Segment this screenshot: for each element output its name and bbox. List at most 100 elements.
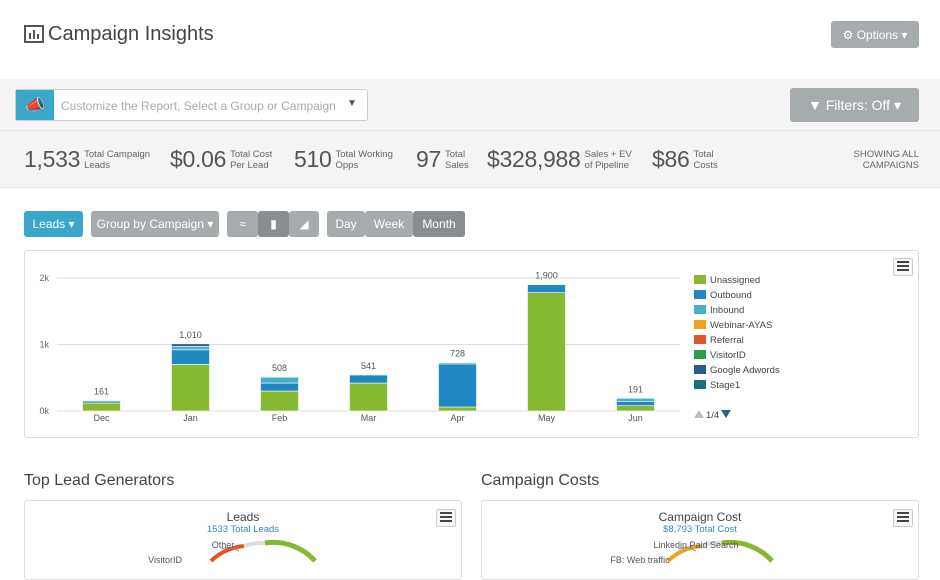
menu-line [897, 516, 909, 518]
y-tick-label: 1k [39, 340, 49, 350]
legend-swatch [694, 320, 706, 329]
legend-swatch [694, 350, 706, 359]
card-title: Campaign Cost [658, 510, 742, 524]
legend-label[interactable]: Stage1 [710, 380, 740, 391]
legend-swatch [694, 365, 706, 374]
stat: 510 Total Working Opps [294, 146, 397, 173]
legend-label[interactable]: Outbound [710, 290, 752, 301]
chart: 0k 1k 2k 161 Dec 1,010 Jan 508 Feb 541 Mar 728 Apr 1,… [39, 271, 780, 423]
filters-label: Filters: Off [825, 97, 891, 113]
pie-leader [677, 546, 697, 552]
caret: ▼ [347, 98, 357, 109]
card-subtitle: $8,793 Total Cost [663, 524, 737, 535]
bar-segment [616, 397, 655, 402]
bar-total-label: 1,010 [179, 330, 202, 340]
bar-segment [260, 376, 299, 384]
legend-swatch [694, 290, 706, 299]
legend-label[interactable]: VisitorID [710, 350, 746, 361]
section-title: Top Lead Generators [24, 472, 175, 489]
bar-total-label: 541 [361, 361, 376, 371]
bar-total-label: 508 [272, 363, 287, 373]
stat-label: Total Costs [693, 148, 718, 171]
menu-line [897, 512, 909, 514]
pie-card: Leads 1533 Total Leads Other VisitorID [24, 500, 462, 580]
bar-segment [171, 343, 210, 347]
y-tick-label: 2k [39, 273, 49, 283]
stat-label: Total Campaign Leads [84, 148, 151, 171]
card-menu[interactable] [436, 509, 456, 527]
bar-segment [349, 374, 388, 384]
x-tick-label: Jun [628, 413, 643, 423]
group-button[interactable]: Group by Campaign ▾ [91, 211, 219, 237]
legend-label[interactable]: Google Adwords [710, 365, 780, 376]
x-tick-label: Dec [93, 413, 110, 423]
legend-swatch [694, 275, 706, 284]
bar-total-label: 728 [450, 349, 465, 359]
chart-menu[interactable] [893, 258, 913, 276]
bar-segment [260, 390, 299, 412]
bar-segment [438, 363, 477, 408]
legend-label[interactable]: Inbound [710, 305, 744, 316]
y-tick-label: 0k [39, 406, 49, 416]
bar-segment [171, 346, 210, 351]
area-view-button[interactable]: ◢ [289, 211, 319, 237]
line-view-button[interactable]: ≈ [227, 211, 258, 237]
legend-next[interactable] [721, 410, 731, 418]
bar-segment [438, 362, 477, 365]
bar-total-label: 191 [628, 384, 643, 394]
bar-segment [171, 364, 210, 412]
options-label: Options [856, 27, 899, 42]
report-icon [24, 25, 44, 43]
bar-segment [171, 349, 210, 365]
stat-label: Sales + EV of Pipeline [584, 148, 632, 171]
legend-swatch [694, 380, 706, 389]
bar-segment [82, 402, 121, 412]
pie-arc [721, 539, 774, 563]
legend-swatch [694, 335, 706, 344]
stat-value: $0.06 [170, 146, 227, 172]
bar-view-button[interactable]: ▮ [258, 211, 289, 237]
menu-line [440, 512, 452, 514]
legend-label[interactable]: Webinar-AYAS [710, 320, 772, 331]
page-title: Campaign Insights [48, 23, 214, 45]
group-label: Group by Campaign [96, 217, 205, 231]
bar-segment [82, 399, 121, 402]
select-placeholder: Customize the Report, Select a Group or … [61, 99, 336, 113]
megaphone-icon: 📣 [16, 90, 54, 120]
bar-segment [438, 406, 477, 412]
bar-segment [527, 292, 566, 412]
menu-line [897, 520, 909, 522]
legend-prev[interactable] [694, 410, 704, 418]
bar-segment [616, 405, 655, 412]
pie-preview: Other VisitorID [148, 539, 317, 565]
pie-arc [264, 539, 317, 563]
campaign-select[interactable]: 📣 Customize the Report, Select a Group o… [15, 89, 368, 121]
stat-value: $86 [652, 146, 690, 172]
filters-button[interactable]: ▼ Filters: Off ▾ [790, 88, 919, 122]
period-button[interactable]: Week [365, 211, 413, 237]
page: Campaign Insights ⚙ Options ▾ 📣 Customiz… [0, 21, 940, 580]
legend-label[interactable]: Unassigned [710, 275, 760, 286]
period-button[interactable]: Day [327, 211, 365, 237]
metric-label: Leads [32, 217, 66, 231]
stat: 1,533 Total Campaign Leads [24, 146, 154, 173]
metric-button[interactable]: Leads ▾ [24, 211, 83, 237]
stat-value: $328,988 [487, 146, 581, 172]
x-tick-label: Feb [272, 413, 288, 423]
stats-bar [0, 131, 940, 188]
pie-label: Linkedin Paid Search [653, 540, 738, 550]
menu-line [440, 516, 452, 518]
bar-segment [349, 382, 388, 412]
showing-label: SHOWING ALL CAMPAIGNS [853, 149, 919, 171]
stat-label: Total Cost Per Lead [230, 148, 273, 171]
stat: 97 Total Sales [416, 146, 475, 173]
card-menu[interactable] [893, 509, 913, 527]
options-button[interactable]: ⚙ Options ▾ [831, 21, 919, 48]
x-tick-label: Mar [361, 413, 377, 423]
bar-total-label: 1,900 [535, 271, 558, 281]
period-button[interactable]: Month [413, 211, 465, 237]
pie-label: Other [212, 540, 235, 550]
stat-value: 510 [294, 146, 332, 172]
bar-total-label: 161 [94, 386, 109, 396]
legend-label[interactable]: Referral [710, 335, 744, 346]
